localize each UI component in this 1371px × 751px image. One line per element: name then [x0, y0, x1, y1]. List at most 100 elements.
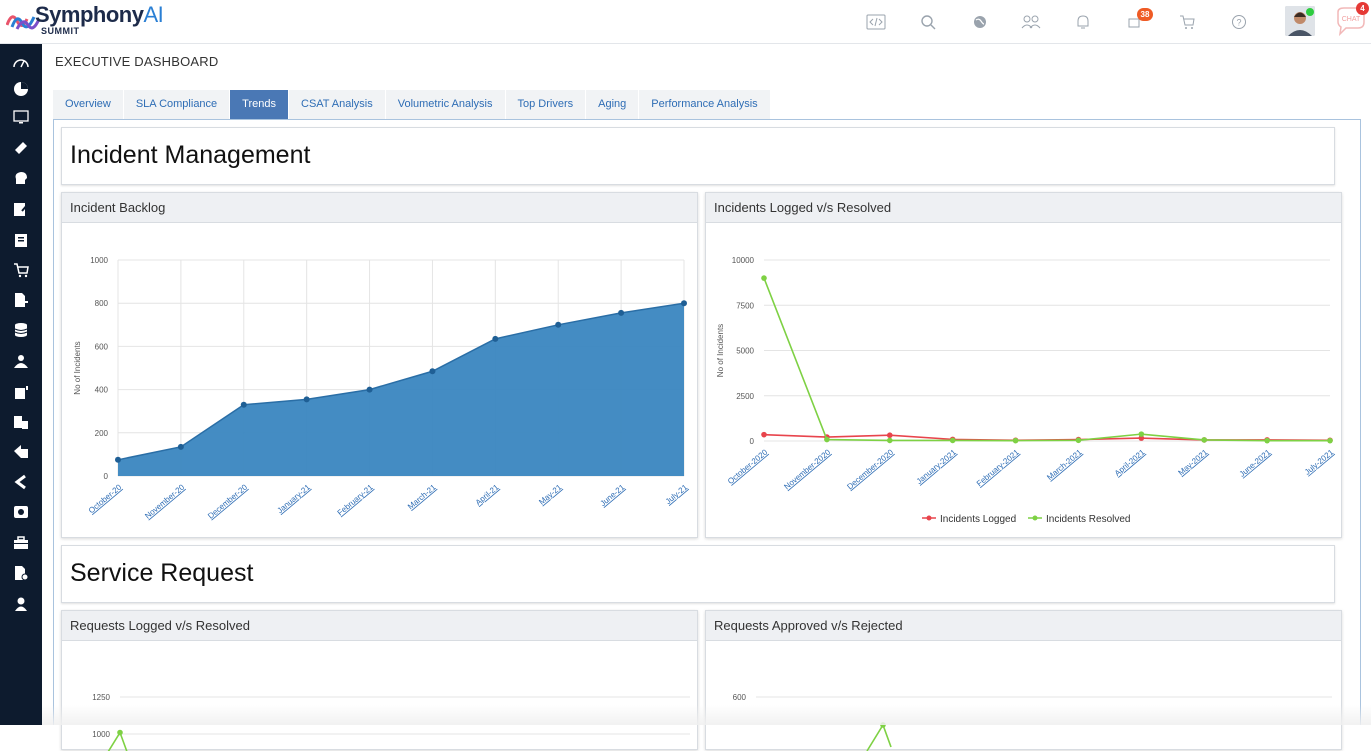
users-icon[interactable] — [1021, 12, 1041, 32]
sidebar-item-monitor[interactable] — [11, 107, 31, 127]
sidebar-item-release[interactable] — [11, 442, 31, 462]
data-point — [949, 437, 956, 444]
sidebar-item-cart[interactable] — [11, 260, 31, 280]
help-icon[interactable]: ? — [1229, 12, 1249, 32]
data-point — [618, 309, 625, 316]
panel-title: Requests Logged v/s Resolved — [62, 611, 697, 641]
tab-overview[interactable]: Overview — [53, 90, 123, 119]
y-tick-label: 10000 — [732, 256, 755, 265]
contract-icon — [14, 416, 28, 429]
x-tick-label: July-21 — [664, 482, 690, 506]
sidebar-item-edit[interactable] — [11, 199, 31, 219]
clipboard-icon — [15, 234, 27, 247]
y-tick-label: 600 — [733, 693, 747, 702]
data-point — [886, 437, 893, 444]
sidebar-item-analytics[interactable] — [11, 79, 31, 99]
data-point — [1138, 431, 1145, 437]
requests-logged-resolved-chart[interactable]: 1000 1250 — [62, 641, 697, 751]
data-point — [1327, 437, 1333, 444]
tab-volumetric-analysis[interactable]: Volumetric Analysis — [385, 90, 505, 119]
series-line — [866, 723, 892, 751]
sidebar-item-documents[interactable] — [11, 290, 31, 310]
edit-icon — [14, 203, 29, 216]
sidebar-item-users[interactable] — [11, 351, 31, 371]
data-point — [761, 275, 767, 281]
sidebar-item-reports[interactable] — [11, 230, 31, 250]
y-tick-label: 0 — [104, 472, 109, 481]
x-tick-label: May-2021 — [1176, 447, 1209, 477]
document-arrow-icon — [15, 293, 28, 307]
tab-csat-analysis[interactable]: CSAT Analysis — [289, 90, 385, 119]
x-tick-label: July-2021 — [1303, 447, 1336, 477]
cart-icon[interactable] — [1177, 12, 1197, 32]
tab-performance-analysis[interactable]: Performance Analysis — [639, 90, 770, 119]
code-icon[interactable] — [866, 12, 886, 32]
sidebar-item-contracts[interactable] — [11, 412, 31, 432]
svg-text:CHAT: CHAT — [1342, 16, 1361, 23]
series-line — [763, 277, 1330, 442]
tab-content: Incident Management Incident Backlog 0 20… — [53, 119, 1361, 751]
speedometer-icon — [13, 59, 29, 68]
tab-trends[interactable]: Trends — [230, 90, 288, 119]
avatar[interactable] — [1285, 6, 1315, 36]
online-status-icon — [1306, 8, 1314, 16]
notification-badge: 38 — [1137, 8, 1153, 21]
data-point — [115, 456, 121, 463]
requests-approved-rejected-chart[interactable]: 600 — [706, 641, 1341, 751]
tab-sla-compliance[interactable]: SLA Compliance — [123, 90, 230, 119]
y-tick-label: 1250 — [92, 693, 110, 702]
panel-requests-logged-resolved: Requests Logged v/s Resolved 1000 1250 — [61, 610, 698, 751]
data-point — [681, 300, 687, 307]
legend-marker-dot — [1032, 515, 1038, 521]
bell-icon[interactable] — [1073, 12, 1093, 32]
bottom-fade — [42, 705, 1371, 725]
tab-top-drivers[interactable]: Top Drivers — [505, 90, 586, 119]
x-tick-label: June-21 — [598, 482, 626, 508]
sidebar-item-tickets[interactable] — [11, 138, 31, 158]
legend-label: Incidents Logged — [940, 514, 1016, 525]
y-tick-label: 200 — [95, 429, 109, 438]
x-tick-label: February-21 — [336, 482, 376, 517]
data-point — [366, 386, 373, 393]
y-axis-label: No of Incidents — [716, 324, 725, 377]
tab-aging[interactable]: Aging — [586, 90, 639, 119]
globe-icon[interactable] — [970, 12, 990, 32]
chat-badge: 4 — [1356, 2, 1369, 15]
sidebar-item-problem[interactable] — [11, 563, 31, 583]
data-point — [1075, 437, 1082, 444]
y-tick-label: 1000 — [92, 730, 110, 739]
sidebar — [0, 44, 42, 725]
data-point — [177, 443, 184, 450]
sidebar-item-projects[interactable] — [11, 533, 31, 553]
x-tick-label: March-21 — [406, 482, 438, 511]
x-tick-label: January-2021 — [915, 447, 959, 486]
legend-marker-dot — [926, 515, 932, 521]
y-tick-label: 1000 — [90, 256, 108, 265]
sidebar-item-assets[interactable] — [11, 382, 31, 402]
ticket-icon — [15, 142, 27, 154]
incidents-logged-resolved-chart[interactable]: 0 2500 5000 7500 10000 No of Incidents October… — [706, 223, 1341, 537]
symphony-logo-icon[interactable] — [6, 5, 40, 39]
document-gear-icon — [15, 566, 29, 581]
x-tick-label: May-21 — [537, 482, 564, 506]
section-title: Service Request — [70, 559, 254, 587]
data-point — [886, 432, 893, 439]
section-service-request: Service Request — [61, 545, 1335, 603]
sidebar-item-database[interactable] — [11, 320, 31, 340]
announcement-icon[interactable] — [1124, 12, 1144, 32]
search-icon[interactable] — [918, 12, 938, 32]
sidebar-item-knowledge[interactable] — [11, 168, 31, 188]
brand-sub: SUMMIT — [41, 26, 80, 36]
x-tick-label: December-2020 — [845, 447, 895, 491]
x-tick-label: October-20 — [87, 482, 124, 515]
sidebar-item-dashboard[interactable] — [11, 52, 31, 72]
sidebar-item-person[interactable] — [11, 594, 31, 614]
svg-text:?: ? — [1236, 18, 1241, 28]
incident-backlog-chart[interactable]: 0 200 400 600 800 1000 No of Incidents October-… — [62, 223, 697, 537]
sidebar-item-change[interactable] — [11, 472, 31, 492]
chat-icon[interactable]: CHAT — [1334, 6, 1366, 36]
sidebar-item-config[interactable] — [11, 502, 31, 522]
section-incident-management: Incident Management — [61, 127, 1335, 185]
x-tick-label: April-2021 — [1113, 447, 1147, 478]
legend-label: Incidents Resolved — [1046, 514, 1131, 525]
